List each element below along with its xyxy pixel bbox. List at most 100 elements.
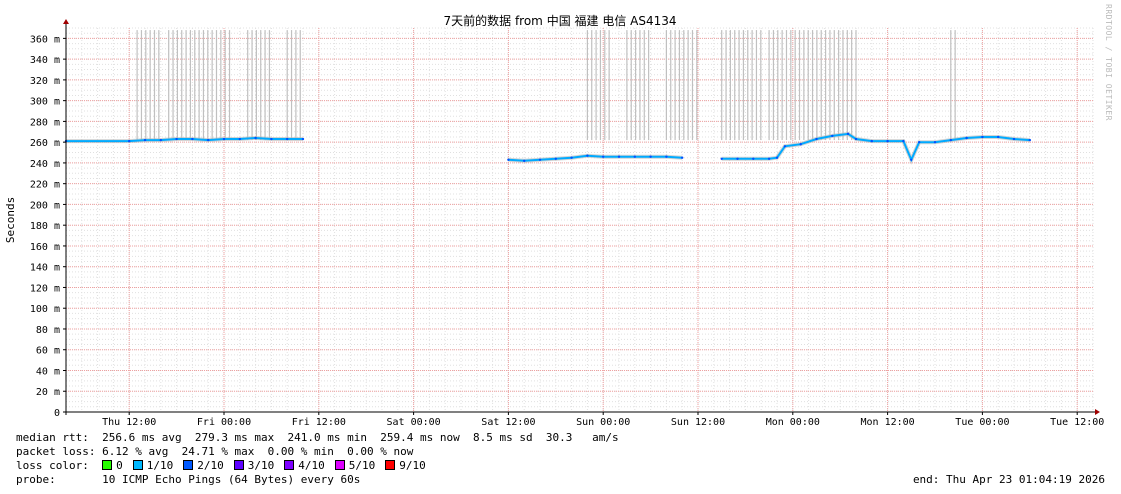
packet-loss-label: packet loss: — [16, 445, 96, 458]
rtt-point — [665, 155, 668, 158]
rtt-point — [538, 158, 542, 162]
y-tick-label: 160 m — [30, 242, 60, 253]
loss-color-swatch — [132, 460, 143, 470]
end-time-label: end: Thu Apr 23 01:04:19 2026 — [912, 473, 1105, 486]
y-tick-label: 120 m — [30, 283, 60, 294]
rtt-point — [846, 132, 850, 136]
x-tick-label: Tue 12:00 — [1050, 417, 1104, 428]
loss-color-row: loss color: 0 1/10 2/10 3/10 4/10 5/10 9/10 — [16, 459, 436, 473]
y-tick-label: 80 m — [36, 325, 60, 336]
rtt-point — [649, 155, 652, 158]
rtt-point — [507, 158, 510, 162]
loss-color-label-text: 5/10 — [348, 459, 376, 472]
rtt-point — [633, 155, 636, 158]
rtt-point — [207, 138, 210, 142]
rtt-point — [910, 158, 913, 162]
rtt-point — [222, 137, 226, 141]
rtt-point — [143, 138, 147, 142]
y-axis-arrow — [63, 19, 69, 24]
loss-color-label-text: 3/10 — [247, 459, 275, 472]
x-tick-label: Sat 12:00 — [481, 417, 535, 428]
rtt-point — [270, 137, 273, 141]
rtt-point — [720, 157, 723, 160]
rtt-point — [254, 136, 257, 140]
rtt-point — [815, 137, 818, 141]
median-rtt-values: 256.6 ms avg 279.3 ms max 241.0 ms min 2… — [102, 431, 619, 444]
packet-loss-values: 6.12 % avg 24.71 % max 0.00 % min 0.00 %… — [102, 445, 414, 458]
y-tick-label: 340 m — [30, 55, 60, 66]
loss-color-label: loss color: — [16, 459, 89, 472]
y-tick-label: 140 m — [30, 263, 60, 274]
loss-color-label-text: 9/10 — [399, 459, 426, 472]
y-tick-label: 300 m — [30, 97, 60, 108]
x-tick-label: Mon 00:00 — [766, 417, 820, 428]
x-axis-ticks: Thu 12:00 Fri 00:00 Fri 12:00 Sat 00:00 Sat … — [102, 412, 1104, 428]
x-tick-label: Sat 00:00 — [387, 417, 441, 428]
y-tick-label: 360 m — [30, 34, 60, 45]
packet-loss-row: packet loss: 6.12 % avg 24.71 % max 0.00… — [16, 445, 413, 459]
y-tick-label: 180 m — [30, 221, 60, 232]
rtt-point — [775, 156, 779, 159]
rtt-point — [602, 155, 605, 158]
rtt-point — [799, 143, 802, 146]
loss-color-swatch — [334, 460, 345, 470]
x-tick-label: Sun 12:00 — [671, 417, 725, 428]
rtt-point — [752, 157, 755, 160]
loss-color-label-text: 0 — [116, 459, 123, 472]
rtt-point — [736, 157, 739, 160]
loss-color-item: 0 — [102, 459, 123, 472]
rtt-point — [191, 137, 194, 141]
chart-grid — [66, 27, 1094, 412]
x-tick-label: Fri 12:00 — [292, 417, 346, 428]
loss-color-swatch — [233, 460, 244, 470]
rrdtool-watermark: RRDTOOL / TOBI OETIKER — [1104, 4, 1113, 121]
rtt-point — [128, 139, 131, 143]
loss-color-label-text: 2/10 — [197, 459, 224, 472]
rtt-point — [997, 135, 1000, 139]
y-tick-label: 240 m — [30, 159, 60, 170]
rtt-point — [159, 138, 162, 142]
y-tick-label: 20 m — [36, 387, 60, 398]
rtt-point — [570, 156, 573, 159]
x-tick-label: Thu 12:00 — [102, 417, 156, 428]
y-tick-label: 40 m — [36, 366, 60, 377]
probe-row: probe: 10 ICMP Echo Pings (64 Bytes) eve… — [16, 473, 360, 487]
chart-axes — [63, 19, 1100, 415]
rtt-point — [238, 137, 241, 141]
loss-color-swatch — [385, 460, 396, 470]
probe-label: probe: — [16, 473, 56, 486]
x-tick-label: Mon 12:00 — [861, 417, 915, 428]
probe-value: 10 ICMP Echo Pings (64 Bytes) every 60s — [102, 473, 361, 486]
x-tick-label: Tue 00:00 — [955, 417, 1009, 428]
rtt-point — [902, 139, 905, 143]
rtt-point — [981, 135, 984, 139]
x-tick-label: Fri 00:00 — [197, 417, 251, 428]
loss-color-item: 1/10 — [132, 459, 174, 472]
rtt-point — [175, 137, 178, 141]
loss-color-label-text: 1/10 — [146, 459, 174, 472]
chart-title: 7天前的数据 from 中国 福建 电信 AS4134 — [444, 13, 677, 28]
rtt-series-line — [508, 154, 683, 162]
rtt-point — [1012, 137, 1016, 141]
rtt-point — [854, 137, 858, 141]
rtt-point — [783, 145, 787, 148]
rtt-point — [1028, 138, 1032, 142]
loss-color-label-text: 4/10 — [298, 459, 325, 472]
rtt-point — [286, 137, 289, 141]
y-axis-ticks: 0 20 m 40 m 60 m 80 m 100 m 120 m 140 m 160 m 180… — [30, 34, 66, 419]
rtt-point — [933, 140, 937, 144]
median-rtt-label: median rtt: — [16, 431, 89, 444]
x-tick-label: Sun 00:00 — [576, 417, 630, 428]
rtt-series-line — [721, 132, 1030, 163]
loss-color-swatch — [183, 460, 194, 470]
y-tick-label: 280 m — [30, 117, 60, 128]
y-tick-label: 60 m — [36, 346, 60, 357]
rtt-point — [767, 157, 771, 160]
loss-color-item: 2/10 — [183, 459, 224, 472]
rtt-point — [870, 139, 873, 143]
y-tick-label: 200 m — [30, 200, 60, 211]
rtt-point — [886, 139, 889, 143]
rtt-point — [831, 134, 834, 138]
loss-color-item: 5/10 — [334, 459, 376, 472]
